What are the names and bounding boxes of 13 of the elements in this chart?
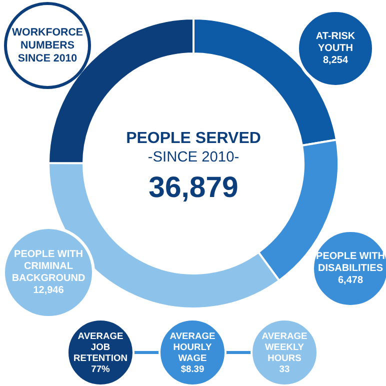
text: WORKFORCE NUMBERS SINCE 2010 xyxy=(12,26,84,65)
data-label: 8,254 xyxy=(322,55,348,66)
text: 36,879 xyxy=(148,171,238,204)
data-label: 12,946 xyxy=(33,285,64,296)
text: -SINCE 2010- xyxy=(148,150,240,166)
text: AVERAGE HOURLY WAGE $8.39 xyxy=(170,331,216,374)
text: AVERAGE JOB RETENTION 77% xyxy=(74,331,128,374)
slice-label: AT-RISK YOUTH xyxy=(316,30,356,54)
slice-label: PEOPLE WITH DISABILITIES xyxy=(316,250,385,274)
text: AVERAGE WEEKLY HOURS 33 xyxy=(262,331,308,374)
data-label: 6,478 xyxy=(338,275,364,286)
slice-label: PEOPLE WITH CRIMINAL BACKGROUND xyxy=(12,248,86,284)
text: PEOPLE SERVED xyxy=(126,130,261,147)
